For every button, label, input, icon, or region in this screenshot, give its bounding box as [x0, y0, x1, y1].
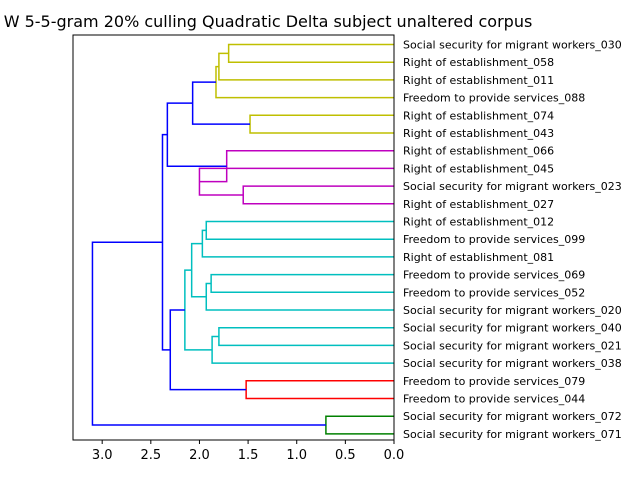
x-tick-label: 2.0 [189, 448, 210, 463]
leaf-label: Right of establishment_027 [403, 198, 554, 211]
dendrogram-links [91, 43, 394, 435]
dendrogram-link [218, 52, 394, 81]
dendrogram-link [245, 380, 394, 400]
dendrogram-link [91, 241, 326, 426]
leaf-label: Right of establishment_066 [403, 145, 554, 158]
dendrogram-link [161, 133, 171, 351]
dendrogram-link [211, 335, 394, 364]
dendrogram-link [227, 43, 394, 63]
dendrogram-link [218, 326, 394, 347]
leaf-label: Right of establishment_012 [403, 216, 554, 229]
leaf-label: Freedom to provide services_044 [403, 393, 585, 406]
dendrogram-link [205, 282, 394, 311]
leaf-label: Freedom to provide services_069 [403, 269, 585, 282]
leaf-label: Right of establishment_058 [403, 56, 554, 69]
dendrogram-link [191, 81, 251, 125]
leaf-label: Social security for migrant workers_021 [403, 339, 622, 352]
dendrogram-link [184, 269, 213, 351]
chart-title: W 5-5-gram 20% culling Quadratic Delta s… [4, 12, 533, 31]
leaf-label: Social security for migrant workers_071 [403, 428, 622, 441]
leaf-label: Right of establishment_081 [403, 251, 554, 264]
leaf-label: Right of establishment_011 [403, 74, 554, 87]
plot-frame [72, 34, 395, 441]
dendrogram-link [190, 242, 207, 298]
dendrogram-link [198, 167, 394, 196]
leaf-label: Freedom to provide services_079 [403, 375, 585, 388]
dendrogram-link [249, 114, 394, 134]
x-tick-label: 0.0 [384, 448, 405, 463]
dendrogram-link [201, 229, 394, 258]
leaf-label: Social security for migrant workers_072 [403, 410, 622, 423]
leaf-label: Right of establishment_043 [403, 127, 554, 140]
dendrogram-link [199, 149, 394, 183]
dendrogram-link [205, 220, 394, 240]
x-tick-label: 3.0 [92, 448, 113, 463]
dendrogram-link [242, 185, 394, 205]
leaf-label: Social security for migrant workers_038 [403, 357, 622, 370]
dendrogram-link [166, 102, 227, 167]
x-tick-label: 1.5 [238, 448, 259, 463]
x-axis: 3.0 2.5 2.0 1.5 1.0 0.5 0.0 [92, 440, 405, 463]
dendrogram-link [215, 65, 394, 99]
x-tick-label: 2.5 [140, 448, 161, 463]
x-tick-label: 1.0 [286, 448, 307, 463]
leaf-label: Social security for migrant workers_030 [403, 39, 622, 52]
leaf-label: Right of establishment_074 [403, 109, 554, 122]
leaf-label: Freedom to provide services_088 [403, 92, 585, 105]
leaf-labels: Social security for migrant workers_030 R… [403, 39, 622, 441]
x-tick-label: 0.5 [335, 448, 356, 463]
leaf-label: Freedom to provide services_099 [403, 233, 585, 246]
leaf-label: Social security for migrant workers_023 [403, 180, 622, 193]
dendrogram-link [325, 415, 394, 435]
dendrogram-link [169, 309, 247, 391]
leaf-label: Right of establishment_045 [403, 162, 554, 175]
leaf-label: Social security for migrant workers_020 [403, 304, 622, 317]
leaf-label: Freedom to provide services_052 [403, 286, 585, 299]
leaf-label: Social security for migrant workers_040 [403, 322, 622, 335]
dendrogram-link [210, 273, 394, 294]
